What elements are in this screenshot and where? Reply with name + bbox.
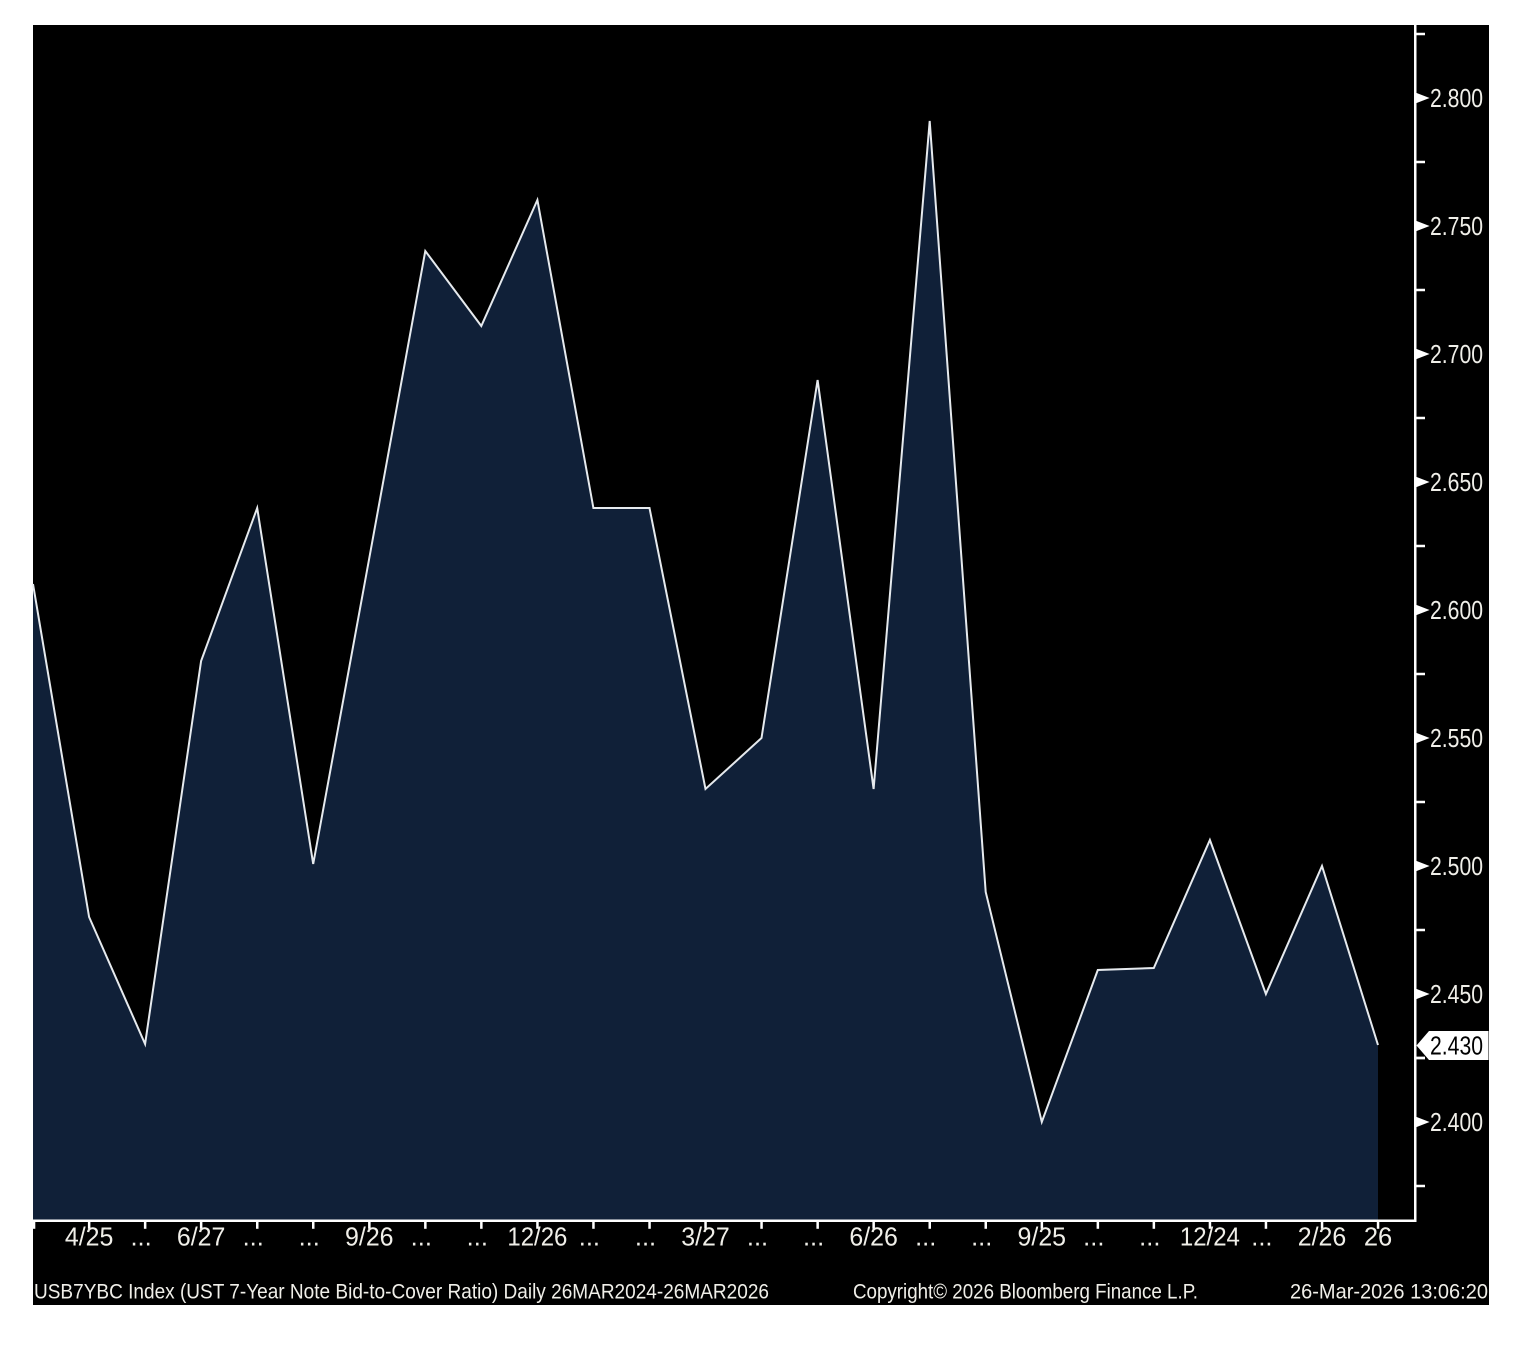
svg-text:...: ...: [747, 1224, 768, 1252]
svg-text:...: ...: [635, 1224, 656, 1252]
svg-text:2.400: 2.400: [1430, 1109, 1483, 1137]
svg-text:2/26: 2/26: [1298, 1224, 1347, 1252]
svg-text:2.550: 2.550: [1430, 725, 1483, 753]
svg-text:2.650: 2.650: [1430, 469, 1483, 497]
svg-text:...: ...: [299, 1224, 320, 1252]
svg-text:2.430: 2.430: [1430, 1032, 1483, 1060]
svg-text:6/27: 6/27: [177, 1224, 226, 1252]
svg-text:USB7YBC Index (UST 7-Year Note: USB7YBC Index (UST 7-Year Note Bid-to-Co…: [34, 1280, 769, 1304]
svg-text:26: 26: [1364, 1224, 1392, 1252]
svg-text:9/25: 9/25: [1018, 1224, 1067, 1252]
svg-text:...: ...: [467, 1224, 488, 1252]
svg-text:2.800: 2.800: [1430, 85, 1483, 113]
svg-text:...: ...: [1083, 1224, 1104, 1252]
svg-text:...: ...: [1139, 1224, 1160, 1252]
svg-text:...: ...: [243, 1224, 264, 1252]
svg-text:2.450: 2.450: [1430, 981, 1483, 1009]
svg-text:2.700: 2.700: [1430, 341, 1483, 369]
svg-text:2.600: 2.600: [1430, 597, 1483, 625]
svg-text:6/26: 6/26: [849, 1224, 898, 1252]
svg-text:...: ...: [803, 1224, 824, 1252]
svg-text:...: ...: [130, 1224, 151, 1252]
svg-text:...: ...: [971, 1224, 992, 1252]
svg-text:9/26: 9/26: [345, 1224, 394, 1252]
svg-text:12/24: 12/24: [1180, 1224, 1240, 1252]
svg-text:...: ...: [411, 1224, 432, 1252]
svg-text:Copyright© 2026 Bloomberg Fina: Copyright© 2026 Bloomberg Finance L.P.: [853, 1280, 1198, 1304]
svg-text:...: ...: [579, 1224, 600, 1252]
svg-text:3/27: 3/27: [681, 1224, 730, 1252]
svg-text:2.750: 2.750: [1430, 213, 1483, 241]
svg-text:2.500: 2.500: [1430, 853, 1483, 881]
svg-text:...: ...: [915, 1224, 936, 1252]
svg-text:...: ...: [1251, 1224, 1272, 1252]
svg-text:26-Mar-2026 13:06:20: 26-Mar-2026 13:06:20: [1290, 1280, 1488, 1304]
svg-text:12/26: 12/26: [507, 1224, 567, 1252]
svg-text:4/25: 4/25: [65, 1224, 114, 1252]
